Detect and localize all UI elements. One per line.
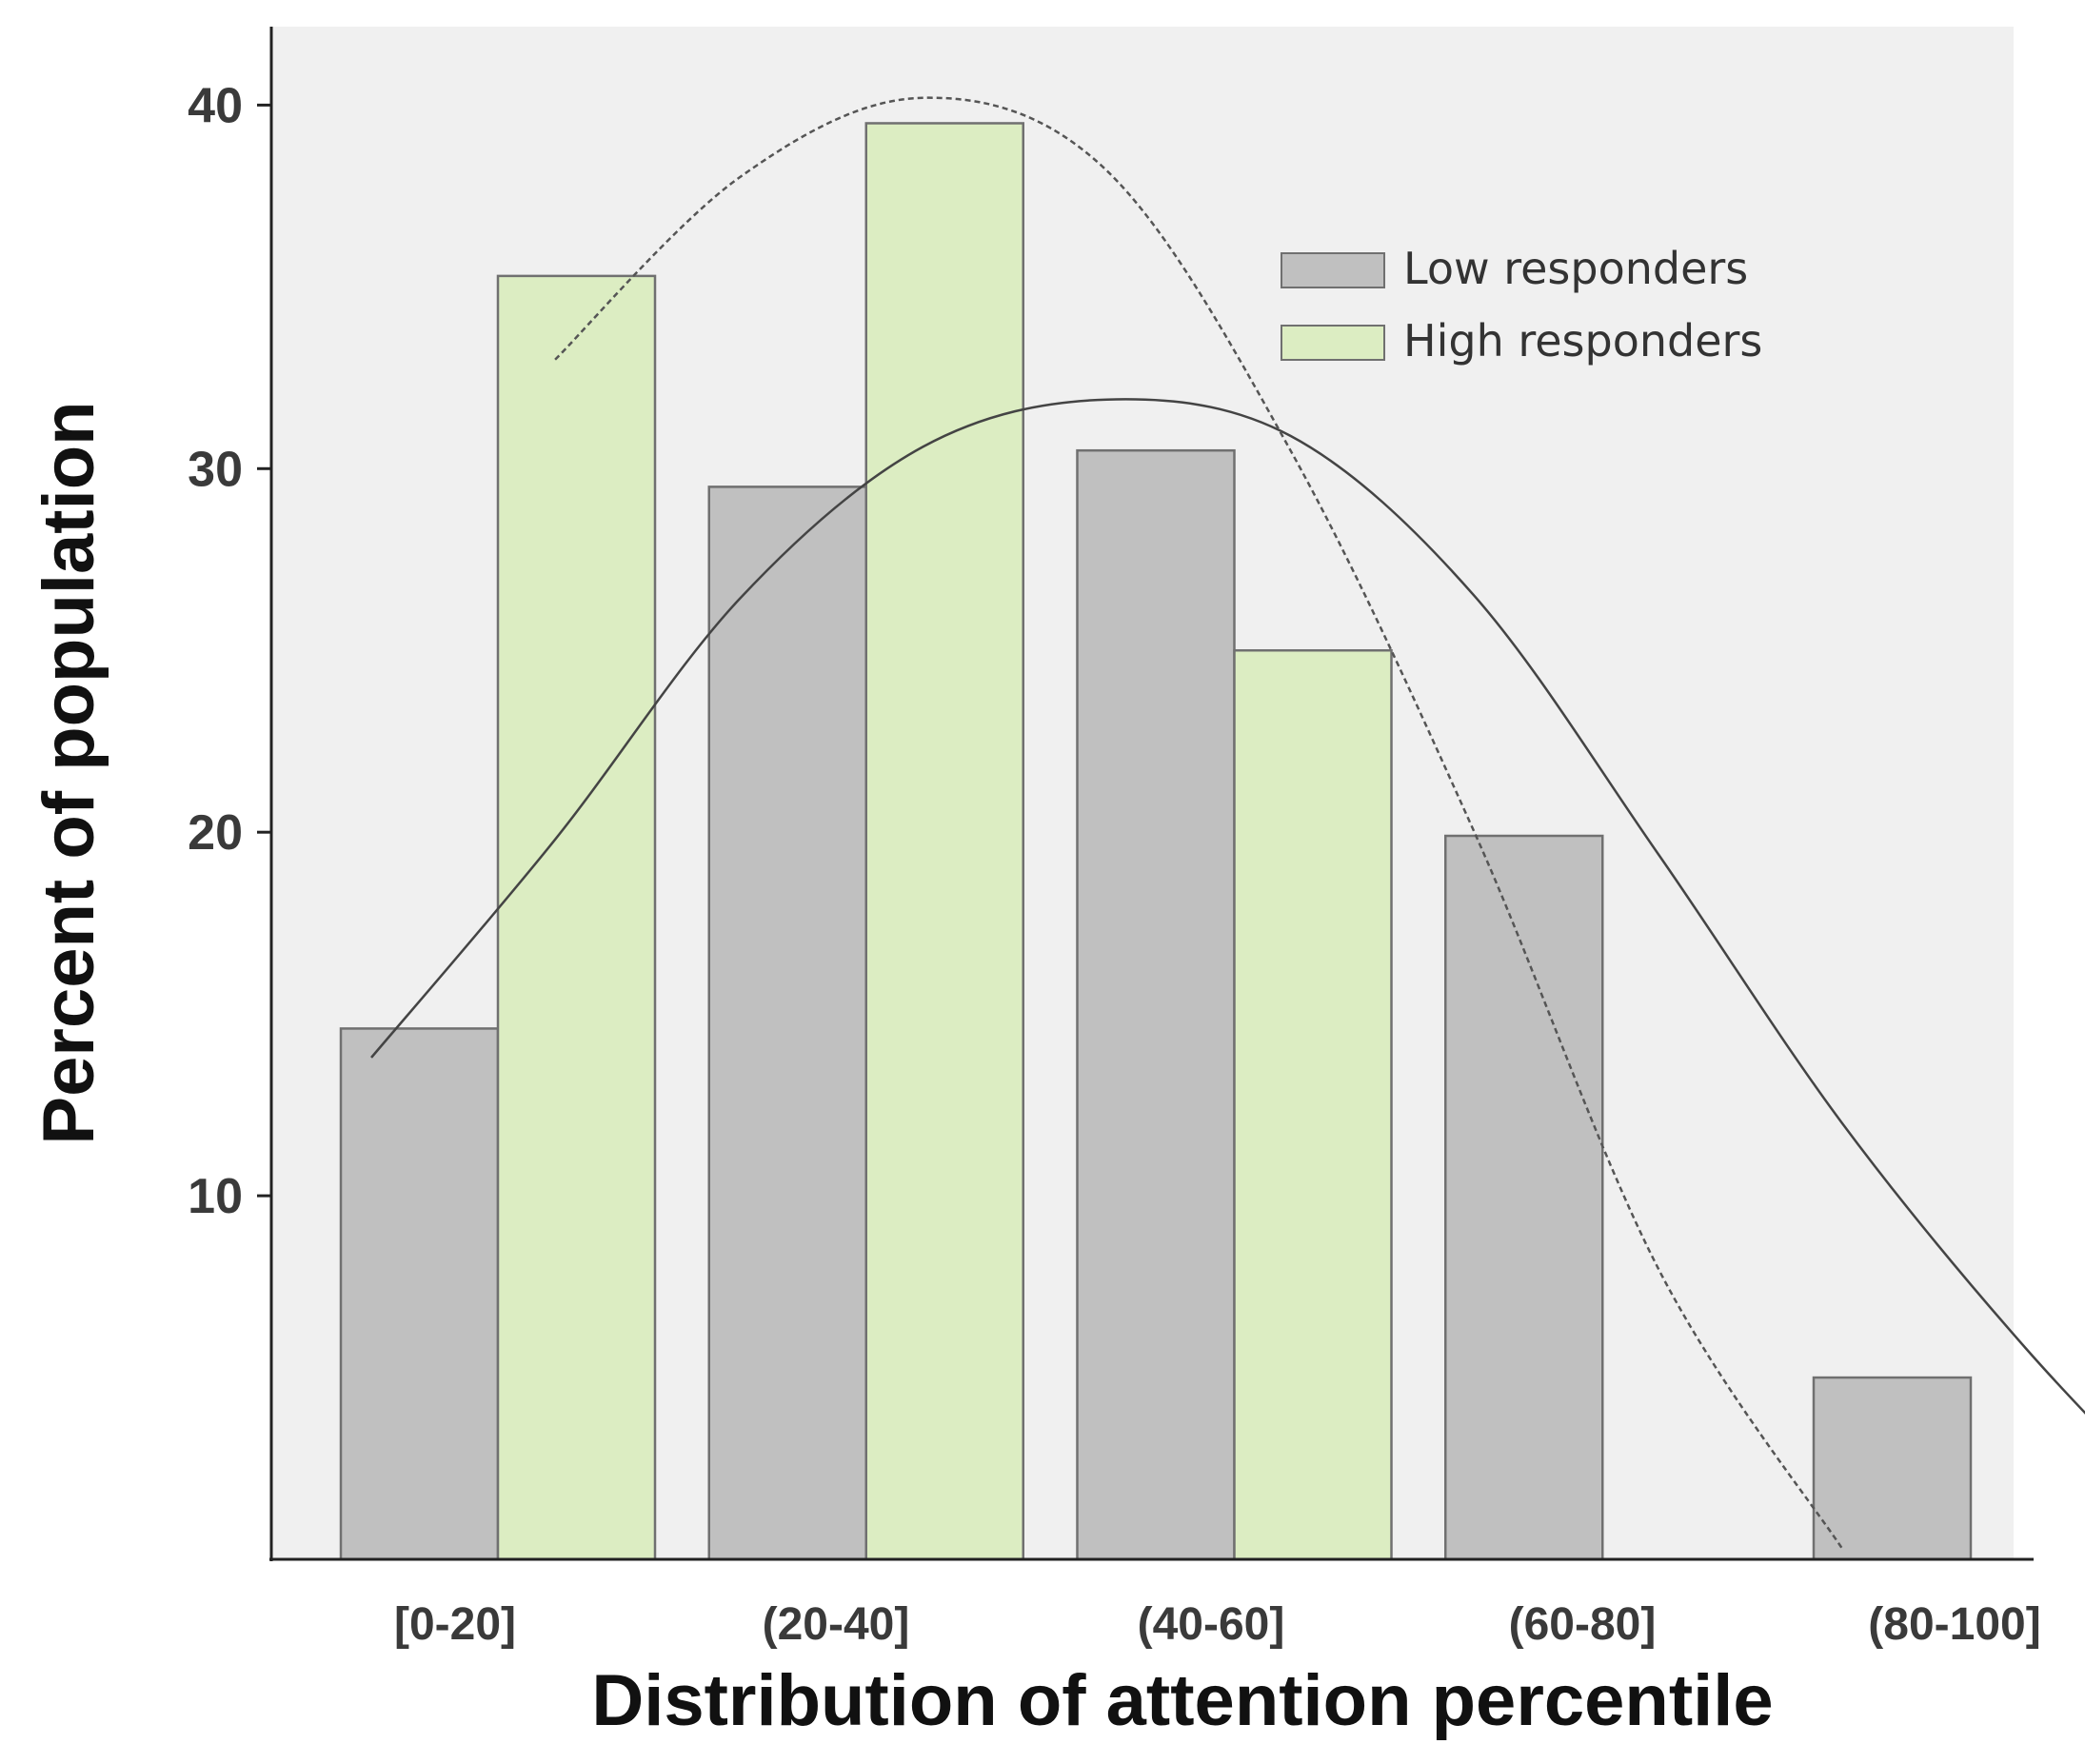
- bar-low-responders-0: [339, 1027, 500, 1561]
- y-tick-label: 20: [188, 805, 243, 861]
- y-axis-title: Percent of population: [29, 401, 109, 1144]
- bar-low-responders-1: [707, 486, 867, 1561]
- x-tick-label: (60-80]: [1509, 1599, 1657, 1650]
- curves-layer: [370, 96, 2085, 1550]
- x-tick-label: (80-100]: [1868, 1599, 2040, 1650]
- bar-low-responders-3: [1444, 834, 1604, 1561]
- legend-label-low-responders: Low responders: [1403, 243, 1748, 294]
- x-tick-label: (40-60]: [1138, 1599, 1285, 1650]
- x-tick-labels: [0-20] (20-40] (40-60] (60-80] (80-100]: [394, 1599, 2041, 1650]
- legend-label-high-responders: High responders: [1403, 315, 1762, 367]
- legend: Low responders High responders: [1281, 243, 1762, 367]
- x-axis-title: Distribution of attention percentile: [591, 1660, 1773, 1741]
- bar-high-responders-0: [496, 274, 657, 1561]
- y-tick-label: 10: [188, 1169, 243, 1224]
- y-tick-label: 40: [188, 78, 243, 133]
- legend-swatch-high-responders: [1281, 325, 1385, 361]
- fit-curve-high-responders: [554, 96, 1843, 1550]
- legend-swatch-low-responders: [1281, 252, 1385, 288]
- bars-layer: [339, 122, 1973, 1561]
- bar-low-responders-2: [1076, 448, 1236, 1561]
- fit-curve-low-responders: [370, 398, 2085, 1415]
- bar-high-responders-1: [864, 122, 1024, 1561]
- x-tick-label: [0-20]: [394, 1599, 516, 1650]
- bar-low-responders-4: [1812, 1376, 1973, 1561]
- x-tick-label: (20-40]: [763, 1599, 910, 1650]
- y-tick-label: 30: [188, 442, 243, 497]
- bar-high-responders-2: [1233, 648, 1393, 1561]
- y-ticks: 10 20 30 40: [188, 78, 271, 1224]
